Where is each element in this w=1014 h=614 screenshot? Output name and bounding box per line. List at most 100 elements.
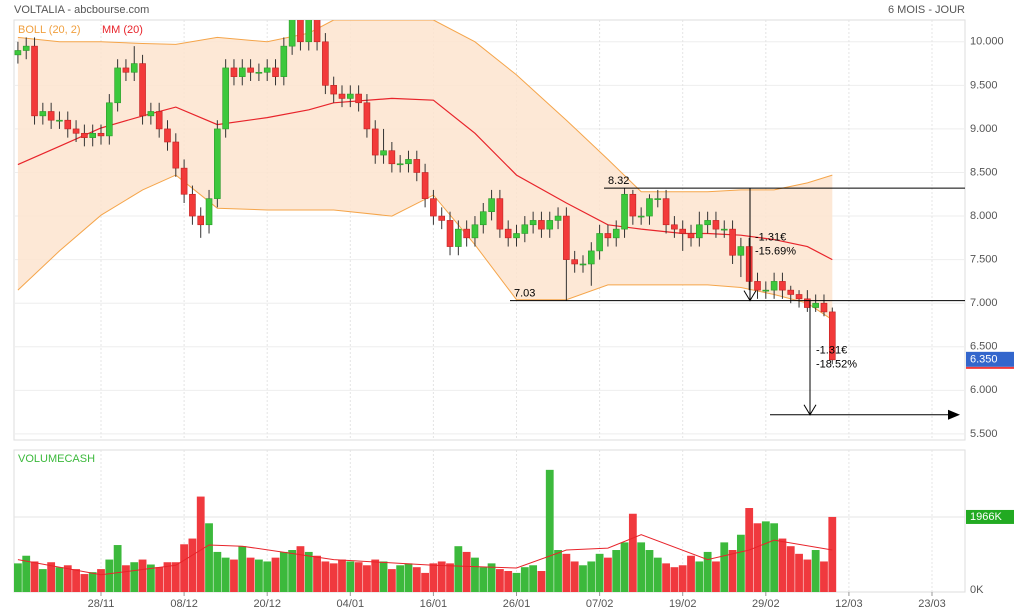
candle-body — [538, 220, 545, 230]
volume-bar — [213, 551, 222, 592]
volume-bar — [130, 562, 139, 592]
candle-body — [463, 228, 470, 239]
volume-bar — [254, 559, 263, 592]
candle-body — [571, 259, 578, 265]
volume-bar — [670, 567, 679, 592]
candle-body — [455, 228, 462, 247]
volume-bar — [803, 559, 812, 592]
candle-body — [671, 224, 678, 230]
candle-body — [272, 67, 279, 77]
volume-bar — [230, 559, 238, 592]
y-tick-label: 8.500 — [970, 166, 998, 178]
y-tick-label: 10.000 — [970, 36, 1004, 48]
measure-percent: -15.69% — [755, 245, 796, 257]
x-tick-label: 29/02 — [752, 598, 780, 610]
y-tick-label: 5.500 — [970, 428, 998, 440]
candle-body — [554, 215, 562, 221]
volume-bar — [761, 521, 770, 592]
volume-bar — [88, 572, 97, 592]
volume-bar — [321, 561, 330, 592]
volume-bar — [263, 561, 272, 592]
volume-bar — [604, 557, 612, 592]
volume-bar — [371, 559, 380, 592]
volume-bar — [778, 538, 787, 592]
candle-body — [305, 20, 313, 43]
candle-body — [654, 198, 662, 200]
arrow-head — [743, 290, 757, 302]
candle-body — [280, 45, 288, 77]
level-label: 8.32 — [608, 175, 629, 187]
candle-body — [130, 63, 138, 73]
volume-bar — [537, 571, 546, 592]
candle-body — [421, 172, 429, 199]
x-tick-label: 26/01 — [503, 598, 531, 610]
candle-body — [546, 220, 554, 230]
volume-bar — [429, 563, 438, 592]
x-tick-label: 04/01 — [337, 598, 365, 610]
volume-bar — [645, 550, 654, 592]
candle-body — [795, 294, 803, 300]
x-tick-label: 19/02 — [669, 598, 697, 610]
candle-body — [563, 215, 570, 260]
y-tick-label: 0K — [970, 584, 984, 596]
volume-bar — [545, 469, 554, 592]
candle-body — [205, 198, 213, 226]
candle-body — [263, 67, 271, 73]
volume-bar — [786, 546, 795, 592]
volume-bar — [279, 551, 288, 592]
volume-bar — [695, 561, 704, 592]
candle-body — [238, 67, 246, 77]
volume-bar — [828, 516, 837, 592]
volume-bar — [246, 557, 255, 592]
candle-body — [637, 215, 645, 218]
volume-bar — [628, 513, 637, 592]
x-tick-label: 16/01 — [420, 598, 448, 610]
volume-bar — [55, 567, 64, 592]
candle-body — [679, 228, 687, 234]
y-tick-label: 6.500 — [970, 341, 998, 353]
candle-body — [612, 228, 620, 239]
candle-body — [704, 220, 711, 226]
y-tick-label: 9.000 — [970, 123, 998, 135]
legend-entry: BOLL (20, 2) — [18, 24, 81, 36]
candle-body — [288, 20, 296, 47]
volume-bar — [554, 550, 562, 592]
volume-bar — [47, 562, 56, 592]
x-tick-label: 12/03 — [835, 598, 863, 610]
volume-bar — [313, 555, 321, 592]
volume-bar — [687, 555, 695, 592]
candle-body — [322, 41, 329, 86]
candle-body — [347, 93, 354, 99]
volume-bar — [662, 563, 670, 592]
last-price-box — [966, 351, 1014, 367]
candle-body — [579, 263, 587, 266]
candle-body — [72, 128, 80, 134]
volume-bar — [363, 565, 371, 592]
volume-bar — [296, 546, 305, 592]
arrow-head — [948, 409, 960, 420]
candle-body — [779, 281, 786, 291]
x-tick-label: 28/11 — [88, 598, 115, 610]
candle-body — [222, 67, 229, 130]
volume-bar — [105, 559, 114, 592]
last-price-label: 6.350 — [970, 354, 998, 366]
bollinger-lower — [17, 174, 833, 321]
volume-bar — [97, 569, 105, 592]
volume-bar — [795, 553, 803, 592]
candle-body — [164, 128, 171, 143]
volume-bar — [14, 563, 22, 592]
volume-bar — [271, 557, 280, 592]
candle-body — [737, 246, 745, 256]
candle-body — [812, 302, 819, 308]
volume-bar — [587, 561, 596, 592]
volume-bar — [196, 496, 205, 592]
volume-bar — [80, 574, 89, 592]
volume-bar — [753, 523, 762, 592]
candle-body — [189, 193, 196, 217]
volume-bar — [736, 534, 745, 592]
period: 6 MOIS - JOUR — [888, 4, 965, 16]
volume-bar — [138, 559, 147, 592]
volume-bar — [504, 571, 513, 592]
volume-bar — [462, 551, 471, 592]
